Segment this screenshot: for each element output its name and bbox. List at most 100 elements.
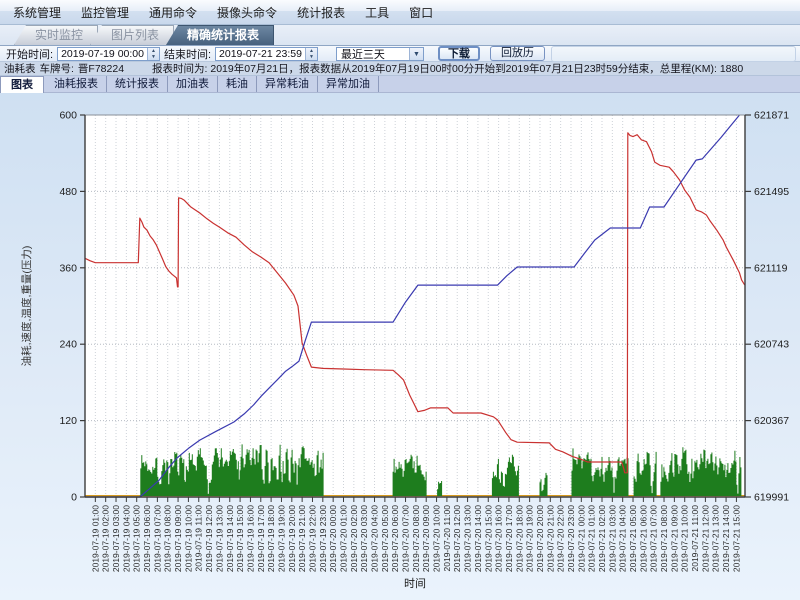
sub-tab-5[interactable]: 耗油 [218,76,257,92]
svg-text:620367: 620367 [754,415,789,427]
plate-value: 晋F78224 [77,63,125,75]
range-dropdown-value: 最近三天 [340,48,385,61]
svg-text:2019-07-19 18:00: 2019-07-19 18:00 [266,505,276,572]
main-tab-bar: 实时监控 图片列表 精确统计报表 [0,25,800,46]
svg-text:2019-07-20 16:00: 2019-07-20 16:00 [494,505,504,572]
svg-text:2019-07-20 19:00: 2019-07-20 19:00 [525,505,535,572]
spinner-down-icon[interactable]: ▼ [150,53,156,60]
chart-area: 0 120 240 360 480 600 619991 620367 620743 621119… [0,93,800,600]
svg-text:620743: 620743 [754,339,789,351]
menu-item-3[interactable]: 通用命令 [149,5,198,20]
svg-text:2019-07-21 07:00: 2019-07-21 07:00 [649,505,659,572]
report-sub-tab-bar: 图表 油耗报表 统计报表 加油表 耗油 异常耗油 异常加油 [0,75,800,93]
svg-text:2019-07-19 04:00: 2019-07-19 04:00 [121,505,131,572]
svg-text:2019-07-19 20:00: 2019-07-19 20:00 [287,505,297,572]
svg-text:2019-07-19 11:00: 2019-07-19 11:00 [194,505,204,572]
menu-item-2[interactable]: 监控管理 [81,5,130,20]
menu-bar: 系统管理 监控管理 通用命令 摄像头命令 统计报表 工具 窗口 [0,0,800,25]
start-time-label: 开始时间: [6,48,54,61]
svg-text:2019-07-20 14:00: 2019-07-20 14:00 [473,505,483,572]
svg-text:2019-07-19 19:00: 2019-07-19 19:00 [276,505,286,572]
svg-text:621871: 621871 [754,110,789,122]
main-tab-2[interactable]: 图片列表 [90,25,175,45]
svg-text:621495: 621495 [754,186,789,198]
svg-text:2019-07-19 05:00: 2019-07-19 05:00 [132,505,142,572]
svg-text:240: 240 [59,339,77,351]
svg-text:2019-07-21 06:00: 2019-07-21 06:00 [638,505,648,572]
svg-text:2019-07-19 16:00: 2019-07-19 16:00 [245,505,255,572]
download-button[interactable]: 下载 [437,46,480,61]
svg-text:2019-07-21 05:00: 2019-07-21 05:00 [628,505,638,572]
sub-tab-1[interactable]: 图表 [0,75,44,93]
sub-tab-6[interactable]: 异常耗油 [257,76,318,92]
svg-text:2019-07-20 12:00: 2019-07-20 12:00 [452,505,462,572]
menu-item-4[interactable]: 摄像头命令 [217,5,278,20]
spinner-up-icon[interactable]: ▲ [308,47,314,54]
menu-item-6[interactable]: 工具 [365,5,390,20]
main-tab-3[interactable]: 精确统计报表 [166,25,275,45]
toolbar-status-panel [550,45,796,62]
sub-tab-3[interactable]: 统计报表 [107,76,168,92]
menu-item-5[interactable]: 统计报表 [297,5,346,20]
report-summary-text: 报表时间为: 2019年07月21日，报表数据从2019年07月19日00时00… [152,63,744,75]
sub-tab-4[interactable]: 加油表 [168,76,218,92]
svg-text:2019-07-20 18:00: 2019-07-20 18:00 [514,505,524,572]
svg-text:480: 480 [59,186,77,198]
svg-text:2019-07-19 03:00: 2019-07-19 03:00 [111,505,121,572]
svg-text:2019-07-19 22:00: 2019-07-19 22:00 [307,505,317,572]
end-time-spinner[interactable]: ▲ ▼ [304,47,317,60]
svg-text:2019-07-19 08:00: 2019-07-19 08:00 [163,505,173,572]
svg-text:2019-07-20 03:00: 2019-07-20 03:00 [359,505,369,572]
start-time-value: 2019-07-19 00:00 [61,47,144,60]
svg-text:2019-07-19 21:00: 2019-07-19 21:00 [297,505,307,572]
chevron-down-icon: ▼ [408,47,423,60]
svg-text:2019-07-19 06:00: 2019-07-19 06:00 [142,505,152,572]
svg-text:2019-07-21 01:00: 2019-07-21 01:00 [587,505,597,572]
end-time-input[interactable]: 2019-07-21 23:59 ▲ ▼ [215,46,318,61]
svg-text:2019-07-20 10:00: 2019-07-20 10:00 [432,505,442,572]
spinner-down-icon[interactable]: ▼ [308,53,314,60]
svg-text:2019-07-21 11:00: 2019-07-21 11:00 [690,505,700,572]
svg-text:2019-07-19 23:00: 2019-07-19 23:00 [318,505,328,572]
svg-text:2019-07-19 15:00: 2019-07-19 15:00 [235,505,245,572]
svg-text:600: 600 [59,110,77,122]
svg-text:2019-07-20 15:00: 2019-07-20 15:00 [483,505,493,572]
svg-text:2019-07-19 07:00: 2019-07-19 07:00 [152,505,162,572]
svg-text:2019-07-19 02:00: 2019-07-19 02:00 [101,505,111,572]
svg-text:2019-07-21 04:00: 2019-07-21 04:00 [618,505,628,572]
sub-tab-2[interactable]: 油耗报表 [46,76,107,92]
spinner-up-icon[interactable]: ▲ [150,47,156,54]
main-tab-1[interactable]: 实时监控 [14,25,99,45]
start-time-input[interactable]: 2019-07-19 00:00 ▲ ▼ [57,46,160,61]
svg-text:2019-07-21 00:00: 2019-07-21 00:00 [576,505,586,572]
svg-text:时间: 时间 [404,577,426,590]
svg-text:2019-07-19 10:00: 2019-07-19 10:00 [183,505,193,572]
range-dropdown[interactable]: 最近三天 ▼ [335,46,424,61]
svg-text:2019-07-20 21:00: 2019-07-20 21:00 [545,505,555,572]
menu-item-1[interactable]: 系统管理 [13,5,62,20]
svg-text:2019-07-20 11:00: 2019-07-20 11:00 [442,505,452,572]
svg-text:0: 0 [71,492,77,504]
svg-text:2019-07-20 08:00: 2019-07-20 08:00 [411,505,421,572]
svg-text:2019-07-21 13:00: 2019-07-21 13:00 [711,505,721,572]
svg-text:120: 120 [59,415,77,427]
plate-label: 车牌号: [39,63,74,75]
svg-text:2019-07-21 15:00: 2019-07-21 15:00 [731,505,741,572]
svg-text:2019-07-20 01:00: 2019-07-20 01:00 [338,505,348,572]
svg-text:2019-07-20 20:00: 2019-07-20 20:00 [535,505,545,572]
svg-text:2019-07-19 13:00: 2019-07-19 13:00 [214,505,224,572]
svg-text:2019-07-19 17:00: 2019-07-19 17:00 [256,505,266,572]
svg-text:2019-07-20 22:00: 2019-07-20 22:00 [556,505,566,572]
svg-text:2019-07-20 05:00: 2019-07-20 05:00 [380,505,390,572]
menu-item-7[interactable]: 窗口 [409,5,434,20]
end-time-value: 2019-07-21 23:59 [219,47,302,60]
svg-text:2019-07-21 09:00: 2019-07-21 09:00 [669,505,679,572]
sub-tab-7[interactable]: 异常加油 [318,76,379,92]
svg-text:2019-07-20 04:00: 2019-07-20 04:00 [370,505,380,572]
svg-text:2019-07-21 08:00: 2019-07-21 08:00 [659,505,669,572]
svg-text:360: 360 [59,262,77,274]
playback-button[interactable]: 回放历 [489,46,545,61]
svg-text:2019-07-20 17:00: 2019-07-20 17:00 [504,505,514,572]
start-time-spinner[interactable]: ▲ ▼ [146,47,159,60]
